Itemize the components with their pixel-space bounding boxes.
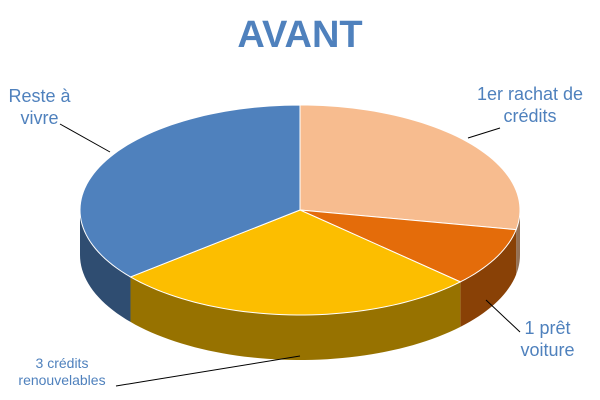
slice-label: 1 prêt voiture bbox=[520, 318, 575, 360]
slice-side bbox=[516, 210, 520, 275]
slice-side bbox=[80, 210, 131, 322]
leader-line bbox=[467, 127, 501, 139]
slice-side bbox=[130, 276, 461, 360]
slice bbox=[79, 104, 301, 278]
slice bbox=[129, 209, 462, 316]
leader-line bbox=[59, 123, 111, 153]
leader-line bbox=[485, 299, 521, 333]
leader-line bbox=[115, 355, 301, 387]
chart-title: AVANT bbox=[237, 14, 363, 56]
slice-side bbox=[460, 229, 517, 327]
slice-label: Reste à vivre bbox=[8, 86, 71, 128]
slice-label: 1er rachat de crédits bbox=[476, 84, 584, 126]
slice bbox=[299, 209, 517, 283]
slice-label: 3 crédits renouvelables bbox=[18, 355, 106, 388]
slice bbox=[299, 104, 521, 231]
